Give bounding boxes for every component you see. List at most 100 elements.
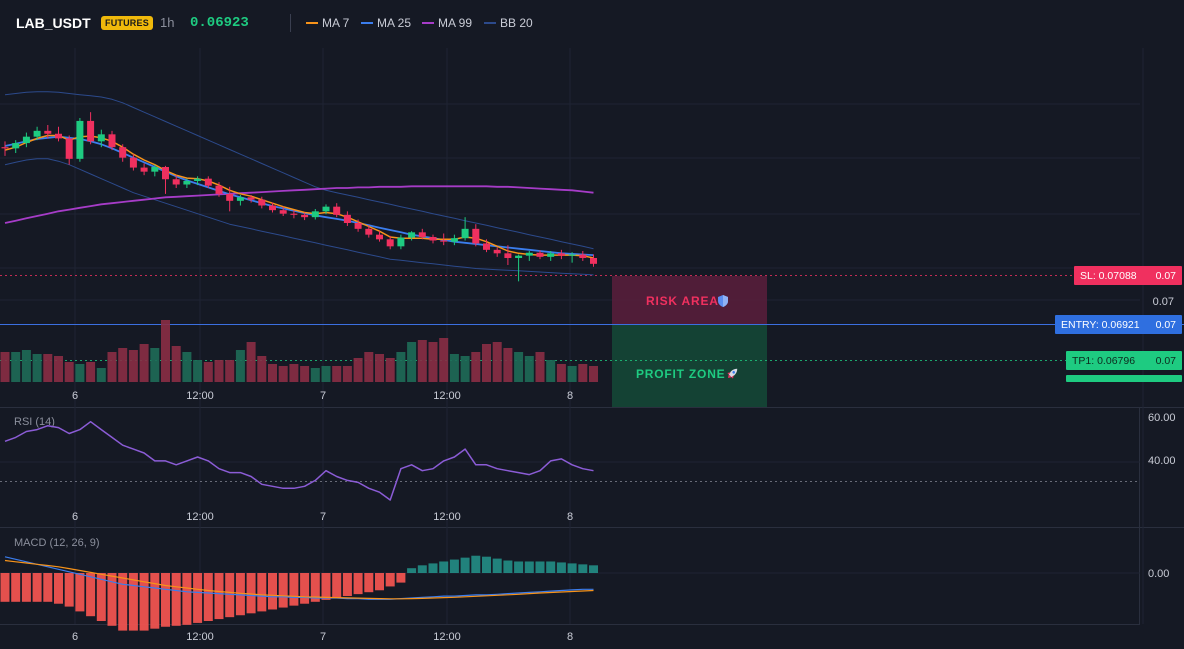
volume-bar xyxy=(268,364,277,382)
macd-histogram-bar xyxy=(75,573,85,612)
volume-bar xyxy=(524,356,534,382)
time-tick-label: 6 xyxy=(72,390,78,402)
legend-bb20[interactable]: BB 20 xyxy=(484,16,533,30)
bb-upper-line xyxy=(4,91,594,250)
volume-bar xyxy=(225,360,235,382)
volume-bar xyxy=(342,366,352,382)
macd-indicator xyxy=(0,555,598,631)
volume-bar xyxy=(310,368,320,382)
sl-price-tag[interactable]: SL: 0.07088 0.07 xyxy=(1074,266,1182,285)
volume-bar xyxy=(364,352,374,382)
profit-zone[interactable] xyxy=(612,325,767,407)
candle-body xyxy=(397,237,405,247)
sl-tag-bg xyxy=(1074,266,1182,285)
candle-body xyxy=(536,252,544,257)
tp1-tag-value: 0.07 xyxy=(1156,355,1177,367)
time-tick-label: 7 xyxy=(320,511,326,523)
macd-histogram-bar xyxy=(321,573,331,600)
candle-body xyxy=(55,133,62,139)
volume-bar xyxy=(0,352,10,382)
macd-histogram-bar xyxy=(21,573,31,602)
symbol-name[interactable]: LAB_USDT xyxy=(16,15,91,31)
time-tick-label: 12:00 xyxy=(433,390,461,402)
candle-body xyxy=(44,130,52,134)
market-badge: FUTURES xyxy=(101,16,153,30)
macd-histogram-bar xyxy=(385,573,395,587)
macd-histogram-bar xyxy=(332,573,342,598)
macd-histogram-bar xyxy=(524,561,534,573)
candle-body xyxy=(354,223,362,229)
macd-histogram-bar xyxy=(182,573,192,625)
macd-histogram-bar xyxy=(482,556,491,573)
chart-header: LAB_USDT FUTURES 1h 0.06923 MA 7 MA 25 M… xyxy=(0,0,1184,49)
risk-area-zone[interactable] xyxy=(612,276,767,325)
volume-bar xyxy=(407,342,417,382)
candle-body xyxy=(290,213,298,215)
candle-body xyxy=(247,197,255,200)
price-pane[interactable] xyxy=(0,48,1184,407)
candlesticks[interactable] xyxy=(1,112,598,282)
volume-bar xyxy=(96,368,106,382)
tp2-price-tag-partial[interactable] xyxy=(1066,375,1182,382)
candle-body xyxy=(429,237,437,241)
volume-bar xyxy=(396,352,406,382)
tp1-price-tag[interactable]: TP1: 0.06796 0.07 xyxy=(1066,351,1182,370)
entry-tag-label: ENTRY: 0.06921 xyxy=(1061,319,1140,331)
macd-histogram-bar xyxy=(32,573,42,602)
time-tick-label: 6 xyxy=(72,631,78,643)
candle-body xyxy=(483,243,490,250)
candle-body xyxy=(269,205,276,211)
candle-body xyxy=(151,167,159,172)
candle-body xyxy=(1,147,9,149)
candle-body xyxy=(97,134,105,142)
macd-tick-zero: 0.00 xyxy=(1148,568,1169,580)
macd-histogram-bar xyxy=(96,573,106,621)
candle-body xyxy=(440,240,448,242)
macd-histogram-bar xyxy=(43,573,53,602)
profit-zone-label: PROFIT ZONE xyxy=(636,367,725,381)
volume-bar xyxy=(492,342,502,382)
macd-title: MACD (12, 26, 9) xyxy=(14,537,100,549)
candle-body xyxy=(557,253,565,256)
macd-histogram-bar xyxy=(225,573,235,618)
volume-bar xyxy=(449,354,459,382)
macd-histogram-bar xyxy=(567,563,577,573)
volume-bar xyxy=(235,350,245,382)
macd-histogram-bar xyxy=(107,573,117,626)
macd-histogram-bar xyxy=(460,557,470,573)
bb20-swatch xyxy=(484,21,496,24)
candle-body xyxy=(418,232,426,237)
entry-price-tag[interactable]: ENTRY: 0.06921 0.07 xyxy=(1055,315,1182,334)
time-axis-macd: 6 12:00 7 12:00 8 xyxy=(72,631,573,643)
volume-bar xyxy=(567,366,577,382)
time-axis-rsi: 6 12:00 7 12:00 8 xyxy=(72,511,573,523)
macd-histogram-bar xyxy=(492,558,502,573)
macd-histogram-bar xyxy=(64,573,74,607)
tp1-tag-label: TP1: 0.06796 xyxy=(1072,355,1135,367)
macd-histogram-bar xyxy=(300,573,310,604)
volume-bar xyxy=(193,360,203,382)
volume-bar xyxy=(64,362,74,382)
candle-body xyxy=(204,178,212,186)
legend-ma99[interactable]: MA 99 xyxy=(422,16,472,30)
candle-body xyxy=(450,238,458,242)
tp1-tag-bg xyxy=(1066,351,1182,370)
legend-ma7[interactable]: MA 7 xyxy=(306,16,349,30)
time-tick-label: 12:00 xyxy=(433,511,461,523)
macd-histogram-bar xyxy=(257,573,267,612)
timeframe-selector[interactable]: 1h xyxy=(160,15,175,30)
legend-ma25[interactable]: MA 25 xyxy=(361,16,411,30)
risk-area-label: RISK AREA xyxy=(646,294,719,308)
volume-bar xyxy=(54,356,63,382)
time-tick-label: 6 xyxy=(72,511,78,523)
macd-signal-line xyxy=(4,559,594,600)
volume-bar xyxy=(139,344,149,382)
macd-histogram-bar xyxy=(214,573,224,620)
candle-body xyxy=(172,179,180,185)
macd-histogram-bar xyxy=(193,573,203,623)
candle-body xyxy=(515,255,523,258)
volume-bar xyxy=(128,350,138,382)
macd-line xyxy=(4,556,594,600)
time-tick-label: 12:00 xyxy=(186,511,214,523)
